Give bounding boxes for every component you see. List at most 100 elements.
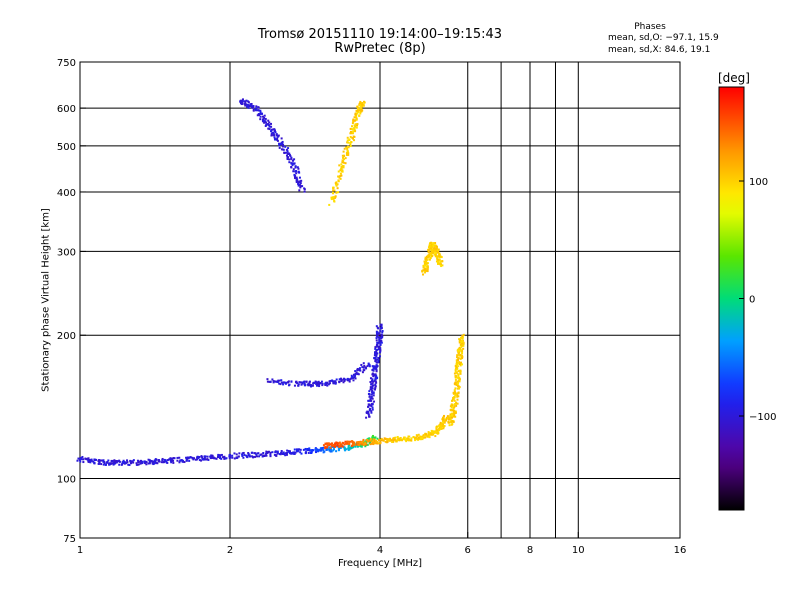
data-point [362,362,365,365]
data-point [344,378,347,381]
data-point [457,349,460,352]
data-point [291,164,294,167]
data-point [299,186,302,189]
data-point [270,134,273,137]
data-point [377,361,380,364]
data-point [364,366,367,369]
data-point [326,446,329,449]
data-point [353,119,356,122]
data-point [371,389,374,392]
data-point [292,168,295,171]
data-point [427,256,430,259]
data-point [333,199,336,202]
data-point [269,454,272,457]
data-point [103,462,106,465]
data-point [353,373,356,376]
data-point [301,381,304,384]
data-point [187,457,190,460]
data-point [440,426,443,429]
data-point [247,453,250,456]
data-point [368,395,371,398]
data-point [457,352,460,355]
data-point [335,445,338,448]
data-point [431,255,434,258]
data-point [331,442,334,445]
data-point [247,106,250,109]
data-point [357,444,360,447]
data-point [267,127,270,130]
data-point [316,448,319,451]
data-point [251,451,254,454]
data-point [267,119,270,122]
data-point [436,429,439,432]
data-point [438,429,441,432]
data-point [337,179,340,182]
data-point [454,378,457,381]
data-point [322,444,325,447]
data-point [317,450,320,453]
data-point [367,362,370,365]
data-point [430,431,433,434]
data-point [267,122,270,125]
data-point [176,459,179,462]
data-point [244,102,247,105]
data-point [290,380,293,383]
data-point [320,448,323,451]
data-point [265,450,268,453]
data-point [359,445,362,448]
data-point [456,358,459,361]
data-point [397,437,400,440]
data-point [354,377,357,380]
data-point [360,108,363,111]
data-point [350,374,353,377]
data-point [376,343,379,346]
data-point [90,459,93,462]
data-point [295,176,298,179]
data-point [427,431,430,434]
data-point [221,456,224,459]
data-point [229,455,232,458]
data-point [275,133,278,136]
data-point [340,170,343,173]
data-point [217,453,220,456]
y-tick-label: 300 [57,247,76,258]
data-point [132,461,135,464]
data-point [457,350,460,353]
data-point [453,414,456,417]
data-point [334,381,337,384]
data-point [437,261,440,264]
data-point [79,458,82,461]
data-point [244,104,247,107]
data-point [438,255,441,258]
data-point [365,443,368,446]
data-point [456,380,459,383]
data-point [398,439,401,442]
data-point [366,410,369,413]
data-point [348,442,351,445]
data-point [239,100,242,103]
data-point [338,176,341,179]
data-point [430,248,433,251]
data-point [427,435,430,438]
data-point [218,457,221,460]
data-point [276,450,279,453]
data-point [452,398,455,401]
data-point [379,350,382,353]
data-point [315,381,318,384]
data-point [334,195,337,198]
data-point [365,416,368,419]
data-point [348,380,351,383]
data-point [375,364,378,367]
data-point [312,381,315,384]
data-point [435,245,438,248]
data-point [452,391,455,394]
data-point [432,242,435,245]
data-point [349,446,352,449]
data-point [356,107,359,110]
data-point [285,148,288,151]
data-point [321,446,324,449]
data-point [372,441,375,444]
data-point [430,251,433,254]
data-point [352,443,355,446]
data-point [425,260,428,263]
